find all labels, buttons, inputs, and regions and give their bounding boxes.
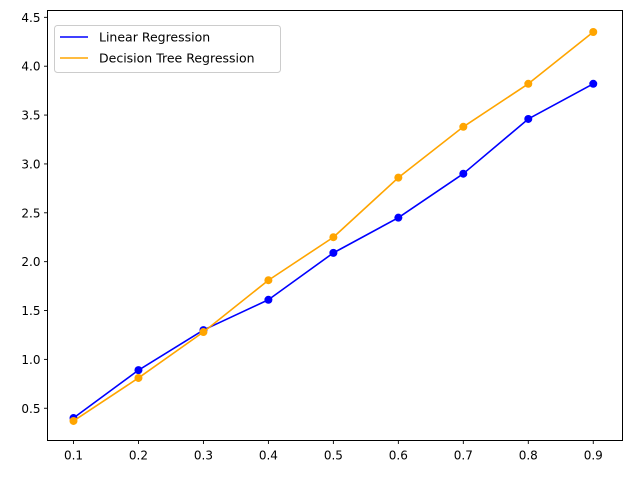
y-axis: 0.5 1.0 1.5 2.0 2.5 3.0 3.5 4.0 4.5 xyxy=(21,11,48,416)
y-tick-label: 1.0 xyxy=(21,353,40,367)
y-tick-label: 3.0 xyxy=(21,157,40,171)
data-point-linear-regression xyxy=(524,114,533,123)
y-tick-label: 4.5 xyxy=(21,11,40,25)
data-point-linear-regression xyxy=(589,79,598,88)
data-point-decision-tree-regression xyxy=(459,122,468,131)
y-tick-label: 3.5 xyxy=(21,109,40,123)
data-point-decision-tree-regression xyxy=(589,28,598,36)
data-point-linear-regression xyxy=(394,213,403,222)
legend-label-decision-tree-regression: Decision Tree Regression xyxy=(99,51,255,66)
x-tick-label: 0.1 xyxy=(64,449,83,463)
plot-marks xyxy=(69,28,598,425)
y-tick-label: 1.5 xyxy=(21,304,40,318)
x-axis: 0.1 0.2 0.3 0.4 0.5 0.6 0.7 0.8 0.9 xyxy=(64,440,603,463)
x-tick-label: 0.5 xyxy=(324,449,343,463)
data-point-linear-regression xyxy=(134,366,143,375)
legend-frame xyxy=(54,25,281,73)
y-tick-label: 4.0 xyxy=(21,60,40,74)
x-tick-label: 0.9 xyxy=(584,449,603,463)
x-tick-label: 0.4 xyxy=(259,449,278,463)
x-tick-label: 0.2 xyxy=(129,449,148,463)
plot-area-frame xyxy=(47,10,623,441)
data-point-decision-tree-regression xyxy=(199,328,208,337)
x-tick-label: 0.7 xyxy=(454,449,473,463)
y-tick-label: 0.5 xyxy=(21,402,40,416)
data-point-decision-tree-regression xyxy=(264,276,273,285)
y-tick-label: 2.0 xyxy=(21,255,40,269)
x-tick-label: 0.6 xyxy=(389,449,408,463)
data-point-decision-tree-regression xyxy=(134,373,143,382)
x-tick-label: 0.3 xyxy=(194,449,213,463)
data-point-linear-regression xyxy=(329,248,338,257)
data-point-linear-regression xyxy=(459,169,468,178)
data-point-linear-regression xyxy=(264,295,273,304)
legend: Linear Regression Decision Tree Regressi… xyxy=(54,25,281,73)
data-point-decision-tree-regression xyxy=(69,416,78,425)
x-tick-label: 0.8 xyxy=(519,449,538,463)
data-point-decision-tree-regression xyxy=(329,233,338,242)
data-point-decision-tree-regression xyxy=(394,173,403,182)
y-tick-label: 2.5 xyxy=(21,206,40,220)
data-point-decision-tree-regression xyxy=(524,79,533,88)
legend-label-linear-regression: Linear Regression xyxy=(99,30,210,45)
